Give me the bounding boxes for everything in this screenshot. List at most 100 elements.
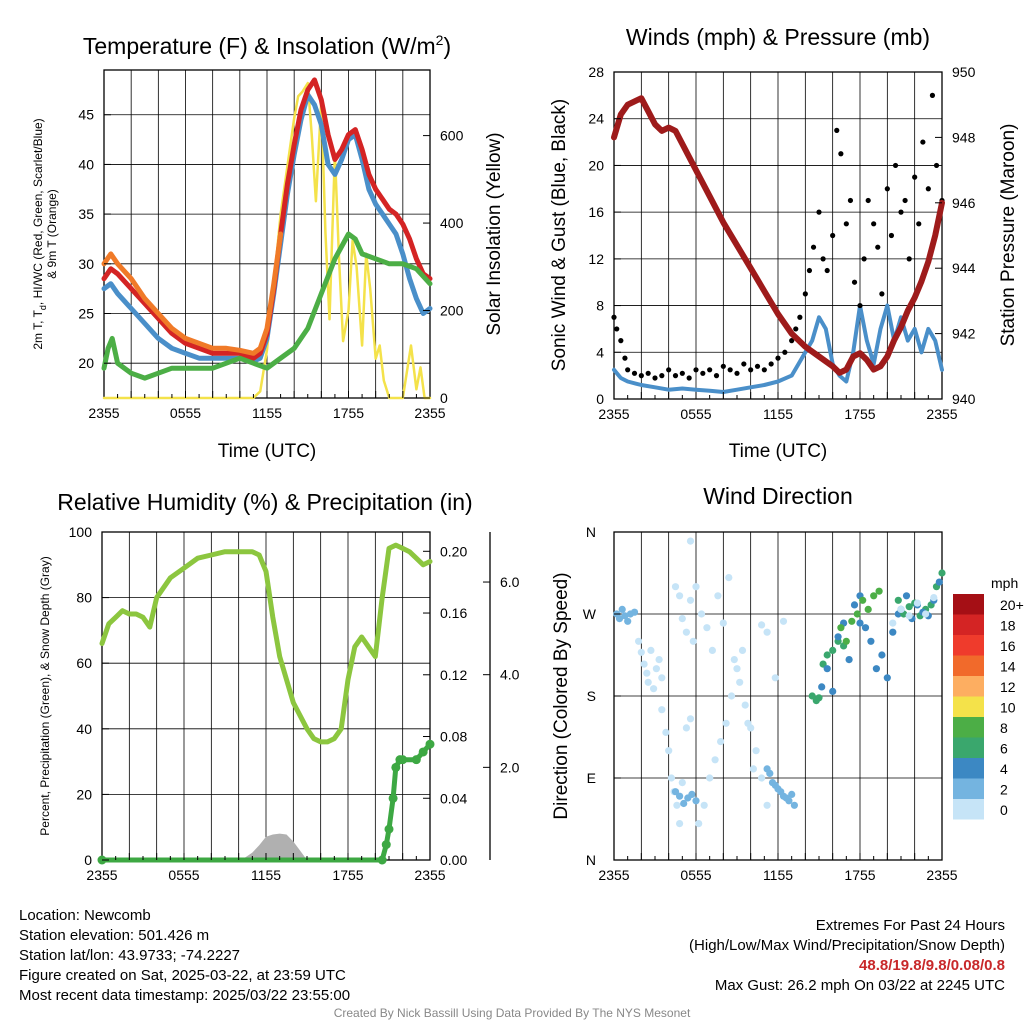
direction-point (647, 646, 655, 655)
y-tick-label: 35 (78, 206, 94, 222)
direction-point (725, 574, 733, 582)
y-tick-label: N (586, 524, 596, 540)
x-tick-label: 1755 (332, 867, 363, 883)
gust-point (754, 363, 761, 369)
x-tick-label: 2355 (88, 405, 119, 421)
direction-point (688, 790, 696, 799)
x-tick-label: 1155 (251, 867, 281, 883)
direction-point (785, 797, 793, 805)
direction-point (883, 674, 891, 682)
gust-point (898, 209, 904, 215)
direction-point (819, 660, 827, 668)
temperature-series-line (101, 77, 433, 361)
precipitation-point (384, 824, 394, 834)
gust-point (761, 367, 767, 373)
direction-point (682, 628, 691, 636)
right-y-tick-label: 0.12 (440, 667, 467, 683)
gust-point (611, 314, 617, 320)
y-tick-label: 20 (76, 786, 92, 802)
direction-point (680, 799, 688, 808)
direction-point (818, 683, 826, 691)
temperature-series (101, 77, 433, 400)
direction-point (875, 587, 883, 595)
direction-point (823, 651, 831, 659)
legend-label: 14 (1000, 659, 1016, 675)
legend-label: 16 (1000, 638, 1016, 654)
x-tick-label: 2355 (598, 867, 629, 883)
legend-label: 4 (1000, 761, 1008, 777)
direction-point (788, 790, 796, 799)
gust-point (768, 361, 774, 367)
precipitation-point (411, 755, 421, 765)
legend-label: 6 (1000, 741, 1008, 757)
gust-point (789, 338, 795, 344)
extremes-values: 48.8/19.8/9.8/0.08/0.8 (859, 957, 1005, 974)
legend-label: 8 (1000, 720, 1008, 736)
direction-point (790, 801, 799, 809)
direction-point (635, 637, 643, 645)
direction-point (930, 594, 938, 602)
gust-point (775, 355, 781, 361)
right-y-tick-label: 400 (440, 215, 464, 231)
direction-point (837, 624, 845, 632)
direction-point (842, 637, 850, 645)
x-tick-label: 1755 (333, 405, 364, 421)
precipitation-point (388, 793, 398, 803)
x-tick-label: 0555 (170, 405, 201, 421)
direction-point (689, 637, 697, 645)
temperature-ticks: 2355 0555 1155 1755 2355 20 25 30 35 40 45 0 200 400 6… (78, 107, 463, 421)
gust-point (666, 367, 672, 373)
right-y-tick-label: 0.20 (440, 543, 467, 559)
direction-point (711, 756, 719, 764)
direction-point (733, 665, 741, 673)
right-y-tick-label: 2.0 (500, 759, 520, 775)
gust-point (707, 367, 713, 373)
x-tick-label: 2355 (598, 406, 629, 422)
y-tick-label: 60 (76, 655, 92, 671)
y-tick-label: 45 (78, 107, 94, 123)
y-tick-label: 0 (596, 391, 604, 407)
winds-series (611, 92, 945, 394)
insolation-series (102, 81, 432, 400)
direction-point (671, 583, 680, 591)
y-tick-label: 30 (78, 256, 94, 272)
max-gust-text: Max Gust: 26.2 mph On 03/22 at 2245 UTC (714, 977, 1005, 994)
x-tick-label: 2355 (86, 867, 117, 883)
legend-swatch (953, 696, 984, 717)
gust-point (933, 162, 940, 169)
gust-point (834, 127, 840, 133)
direction-point (655, 656, 663, 664)
x-tick-label: 2355 (926, 406, 957, 422)
direction-point (808, 692, 816, 700)
y-tick-label: 12 (588, 251, 604, 267)
gust-point (838, 151, 844, 157)
direction-point (695, 820, 703, 828)
gust-point (816, 209, 822, 215)
gust-point (638, 373, 644, 379)
direction-point (861, 624, 870, 632)
y-tick-label: 16 (588, 204, 604, 220)
gust-point (720, 363, 726, 369)
direction-point (662, 728, 670, 737)
temperature-xlabel: Time (UTC) (218, 441, 317, 462)
direction-point (697, 610, 706, 618)
direction-point (741, 701, 749, 709)
x-tick-label: 2355 (414, 867, 445, 883)
legend-label: 10 (1000, 700, 1016, 716)
direction-point (872, 665, 881, 673)
right-y-tick-label: 0.04 (440, 790, 467, 806)
y-tick-label: 80 (76, 590, 92, 606)
direction-point (692, 797, 700, 805)
direction-point (738, 646, 747, 655)
speed-legend: mph 20+ 18 16 14 12 10 8 6 4 2 0 (953, 575, 1024, 820)
y-tick-label: 20 (588, 157, 604, 173)
temperature-ylabel-line2: & 9m T (Orange) (45, 189, 59, 279)
right-y-tick-label: 6.0 (500, 574, 520, 590)
direction-point (673, 801, 681, 809)
humidity-ticks: 2355 0555 1155 1755 23550204060801000.000.04… (69, 524, 520, 883)
x-tick-label: 0555 (680, 406, 711, 422)
direction-point (878, 651, 886, 659)
direction-point (752, 747, 760, 755)
gust-point (857, 302, 863, 309)
gust-point (875, 244, 881, 250)
